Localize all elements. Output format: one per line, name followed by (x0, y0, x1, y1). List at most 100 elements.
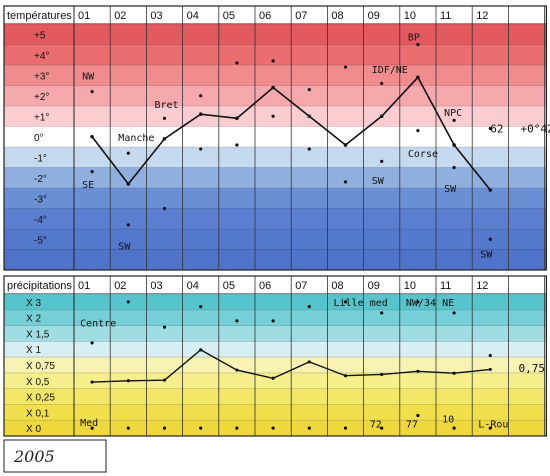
prec-dot (452, 311, 456, 315)
temp-annotation: SE (82, 180, 94, 191)
temp-band (4, 44, 547, 65)
temp-point (235, 116, 239, 121)
temp-row-label: +3° (34, 71, 49, 82)
prec-row-label: X 2 (26, 314, 41, 325)
temp-band (4, 65, 547, 86)
temp-row-label: +1° (34, 112, 49, 123)
temp-dot (307, 88, 311, 92)
prec-point (90, 380, 94, 384)
prec-month-label: 05 (223, 280, 235, 292)
temp-row-label: -5° (34, 235, 47, 246)
temp-month-label: 03 (150, 10, 162, 22)
temp-line (91, 75, 491, 191)
prec-band (4, 420, 547, 436)
prec-band (4, 294, 547, 310)
temp-point (162, 137, 167, 141)
temp-month-label: 06 (259, 10, 271, 22)
prec-month-label: 07 (295, 280, 307, 292)
temp-frame (3, 5, 548, 271)
temp-annotation: IDF/NE (372, 65, 408, 76)
temp-dot (488, 237, 492, 241)
prec-annotation: Lille (334, 298, 364, 309)
temp-band (4, 126, 547, 147)
prec-month-label: 09 (368, 280, 380, 292)
temp-dot (126, 223, 130, 227)
prec-band (4, 372, 547, 389)
temp-band (4, 249, 547, 270)
prec-month-label: 06 (259, 280, 271, 292)
temperature-panel: températures 01 02 03 04 05 06 07 08 09 10 11 12 +5 +4… (3, 5, 550, 271)
prec-dot (162, 325, 167, 329)
temp-month-label: 05 (223, 10, 235, 22)
prec-dot (126, 426, 130, 430)
temp-band (4, 208, 547, 229)
prec-band (4, 404, 547, 421)
prec-band (4, 341, 547, 358)
temp-row-label: 0° (34, 133, 44, 144)
temp-row-label: -4° (34, 215, 47, 226)
temp-band (4, 229, 547, 250)
prec-dot (199, 305, 203, 309)
temp-annotation: Corse (408, 149, 438, 160)
prec-month-label: 01 (78, 280, 90, 292)
temp-header-label: températures (7, 10, 72, 22)
prec-dot (90, 341, 94, 345)
prec-dot (343, 300, 348, 304)
temp-band (4, 167, 547, 188)
prec-annotation: NW/34 (406, 298, 436, 309)
temp-point (198, 112, 203, 116)
prec-month-label: 02 (114, 280, 126, 292)
temp-dot (235, 143, 239, 147)
temp-dot (452, 118, 456, 122)
temp-point (271, 85, 275, 90)
prec-dot (307, 305, 311, 309)
prec-annotation: NE (442, 298, 454, 309)
temp-annotation: SW (444, 184, 457, 195)
temp-dot (380, 159, 384, 163)
prec-point (488, 367, 492, 372)
prec-point (343, 374, 348, 378)
prec-annotation: L-Rou (478, 419, 508, 430)
temp-dot (343, 180, 348, 184)
temp-month-label: 10 (404, 10, 416, 22)
prec-dot (380, 311, 384, 315)
prec-row-label: X 3 (26, 298, 41, 309)
precipitation-panel: précipitations 01 02 03 04 05 06 07 08 09 10 11 12 X … (3, 275, 548, 437)
prec-dot (380, 426, 384, 430)
prec-dot (235, 426, 239, 430)
temp-dot (343, 65, 348, 69)
temp-point (488, 188, 493, 192)
prec-point (452, 371, 456, 375)
temp-month-label: 07 (295, 10, 307, 22)
year-label: 2005 (13, 447, 55, 466)
temp-annotation: Bret (155, 100, 179, 111)
prec-annotation: 72 (370, 419, 382, 430)
temp-side-value: +0°42 (521, 123, 550, 136)
temp-band (4, 24, 547, 45)
temp-band (4, 188, 547, 209)
prec-dot (343, 426, 348, 430)
temp-annotation: SW (118, 241, 131, 252)
prec-month-label: 03 (150, 280, 162, 292)
temp-band (4, 106, 547, 127)
temp-dot (271, 114, 275, 118)
prec-row-label: X 1 (26, 345, 41, 356)
temp-point (343, 143, 348, 147)
temp-dot (199, 147, 203, 151)
temp-annotation: NPC (444, 108, 462, 119)
temp-point (90, 134, 94, 139)
temp-dot (416, 129, 420, 133)
prec-point (307, 360, 311, 364)
prec-dot (90, 426, 94, 430)
footer: 2005 (3, 439, 107, 473)
prec-annotation: 10 (442, 415, 454, 426)
temp-month-label: 09 (368, 10, 380, 22)
prec-point (126, 379, 130, 383)
prec-point (416, 369, 420, 373)
prec-row-label: X 0,25 (26, 393, 55, 404)
temp-row-label: +4° (34, 51, 49, 62)
temp-annotation: SW (372, 176, 385, 187)
temp-dot (307, 147, 311, 151)
prec-dot (271, 319, 275, 323)
prec-month-label: 11 (440, 280, 451, 292)
